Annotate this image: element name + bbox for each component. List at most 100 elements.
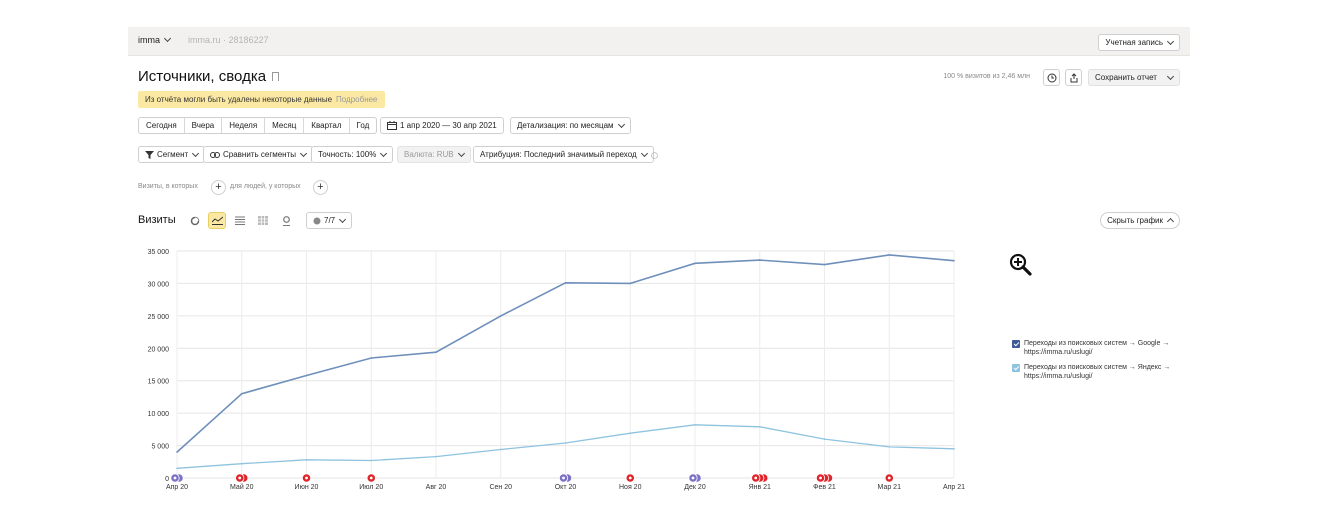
data-point	[888, 446, 891, 448]
compare-segments-button[interactable]: Сравнить сегменты	[203, 146, 314, 163]
segment-button[interactable]: Сегмент	[138, 146, 206, 163]
line-chart-icon	[211, 216, 223, 225]
annotation-marker[interactable]	[625, 473, 635, 483]
account-label: Учетная запись	[1105, 38, 1163, 47]
y-tick-label: 30 000	[148, 281, 170, 288]
line-chart-button[interactable]	[208, 212, 226, 229]
chevron-down-icon	[299, 149, 308, 157]
data-point	[176, 451, 178, 453]
data-point	[694, 262, 696, 265]
marker-dot	[238, 476, 242, 480]
data-point	[823, 263, 826, 266]
x-tick-label: Авг 20	[426, 484, 447, 491]
account-button[interactable]: Учетная запись	[1098, 34, 1180, 51]
x-axis: Апр 20 Май 20 Июн 20 Июл 20 Авг 20 Сен 20 Окт …	[166, 483, 965, 491]
legend-checkbox-google[interactable]	[1012, 340, 1020, 348]
save-report-button[interactable]: Сохранить отчет	[1088, 69, 1180, 86]
x-tick-label: Апр 21	[943, 484, 965, 491]
x-tick-label: Окт 20	[555, 484, 577, 491]
annotation-marker[interactable]	[235, 473, 249, 483]
x-tick-label: Апр 20	[166, 484, 188, 491]
people-condition-label: для людей, у которых	[230, 183, 301, 190]
history-button[interactable]	[1043, 69, 1060, 86]
x-tick-label: Янв 21	[749, 484, 771, 491]
series-icon	[313, 217, 321, 224]
notice-text: Из отчёта могли быть удалены некоторые д…	[145, 95, 333, 104]
clock-icon	[1047, 73, 1056, 82]
currency-select[interactable]: Валюта: RUB	[397, 146, 471, 163]
notice-more-link[interactable]: Подробнее	[336, 95, 378, 104]
annotation-marker[interactable]	[884, 473, 894, 483]
data-point	[499, 315, 502, 317]
currency-label: Валюта: RUB	[404, 150, 454, 159]
chart-grid	[176, 250, 955, 479]
export-button[interactable]	[1065, 69, 1082, 86]
period-week[interactable]: Неделя	[222, 118, 266, 133]
data-point	[240, 392, 243, 395]
accuracy-select[interactable]: Точность: 100%	[311, 146, 394, 163]
help-icon[interactable]	[651, 152, 658, 159]
hide-chart-button[interactable]: Скрыть график	[1100, 212, 1180, 229]
zoom-in-cursor-icon	[1009, 253, 1032, 276]
compare-label: Сравнить сегменты	[223, 150, 297, 159]
chart-series	[176, 254, 955, 470]
period-quarter[interactable]: Квартал	[304, 118, 350, 133]
chevron-down-icon	[1166, 37, 1175, 45]
date-range-button[interactable]: 1 апр 2020 — 30 апр 2021	[380, 117, 504, 134]
stacked-lines-icon	[235, 216, 245, 225]
annotation-marker[interactable]	[301, 473, 312, 483]
map-chart-button[interactable]	[277, 212, 295, 229]
page-title-text: Источники, сводка	[138, 68, 267, 85]
annotation-marker[interactable]	[688, 473, 702, 483]
bar-chart-icon	[258, 216, 268, 225]
marker-dot	[173, 476, 177, 480]
visits-percent: 100 % визитов из 2,46 млн	[943, 73, 1030, 80]
data-point	[435, 455, 437, 458]
data-point	[435, 351, 437, 353]
attribution-select[interactable]: Атрибуция: Последний значимый переход	[473, 146, 654, 163]
series-count: 7/7	[324, 216, 336, 225]
counter-site-domain: imma.ru	[188, 35, 221, 45]
period-month[interactable]: Месяц	[265, 118, 305, 133]
x-tick-label: Май 20	[230, 483, 254, 491]
data-point	[370, 459, 373, 462]
data-point	[758, 425, 761, 428]
period-selector: Сегодня Вчера Неделя Месяц Квартал Год	[138, 117, 378, 134]
page-title: Источники, сводка	[138, 68, 280, 85]
detail-select[interactable]: Детализация: по месяцам	[510, 117, 631, 134]
bar-chart-button[interactable]	[254, 212, 272, 229]
y-tick-label: 10 000	[148, 411, 170, 418]
area-chart-button[interactable]	[231, 212, 249, 229]
series-count-button[interactable]: 7/7	[306, 212, 353, 229]
marker-dot	[562, 476, 565, 480]
legend-item-yandex[interactable]: Переходы из поисковых систем → Яндекс → …	[1012, 363, 1190, 381]
y-axis: 0 5 000 10 000 15 000 20 000 25 000 30 000 35 0…	[148, 249, 170, 483]
marker-dot	[887, 476, 891, 480]
legend-label-google: Переходы из поисковых систем → Google → …	[1024, 340, 1170, 356]
chevron-down-icon	[457, 149, 465, 157]
export-icon	[1070, 72, 1077, 82]
counter-id: 28186227	[228, 35, 269, 45]
annotation-marker[interactable]	[366, 473, 376, 483]
period-year[interactable]: Год	[356, 121, 370, 130]
x-tick-label: Июн 20	[295, 484, 319, 491]
data-point	[953, 448, 955, 450]
pie-chart-button[interactable]	[186, 212, 204, 229]
annotation-marker[interactable]	[170, 473, 184, 483]
period-yesterday[interactable]: Вчера	[185, 118, 223, 133]
data-point	[823, 438, 826, 440]
annotation-marker[interactable]	[815, 473, 834, 483]
accuracy-label: Точность: 100%	[318, 150, 377, 159]
counter-selector[interactable]: imma	[138, 34, 172, 45]
bookmark-icon[interactable]	[272, 72, 280, 84]
counter-site: imma.ru · 28186227	[188, 35, 269, 45]
annotation-marker[interactable]	[558, 473, 573, 483]
chevron-down-icon	[640, 149, 648, 157]
legend-checkbox-yandex[interactable]	[1012, 364, 1020, 372]
add-people-condition-button[interactable]: +	[313, 180, 328, 195]
period-today[interactable]: Сегодня	[139, 118, 185, 133]
x-tick-label: Дек 20	[684, 484, 706, 491]
add-visit-condition-button[interactable]: +	[211, 180, 226, 195]
annotation-marker[interactable]	[751, 473, 769, 483]
legend-item-google[interactable]: Переходы из поисковых систем → Google → …	[1012, 339, 1190, 357]
